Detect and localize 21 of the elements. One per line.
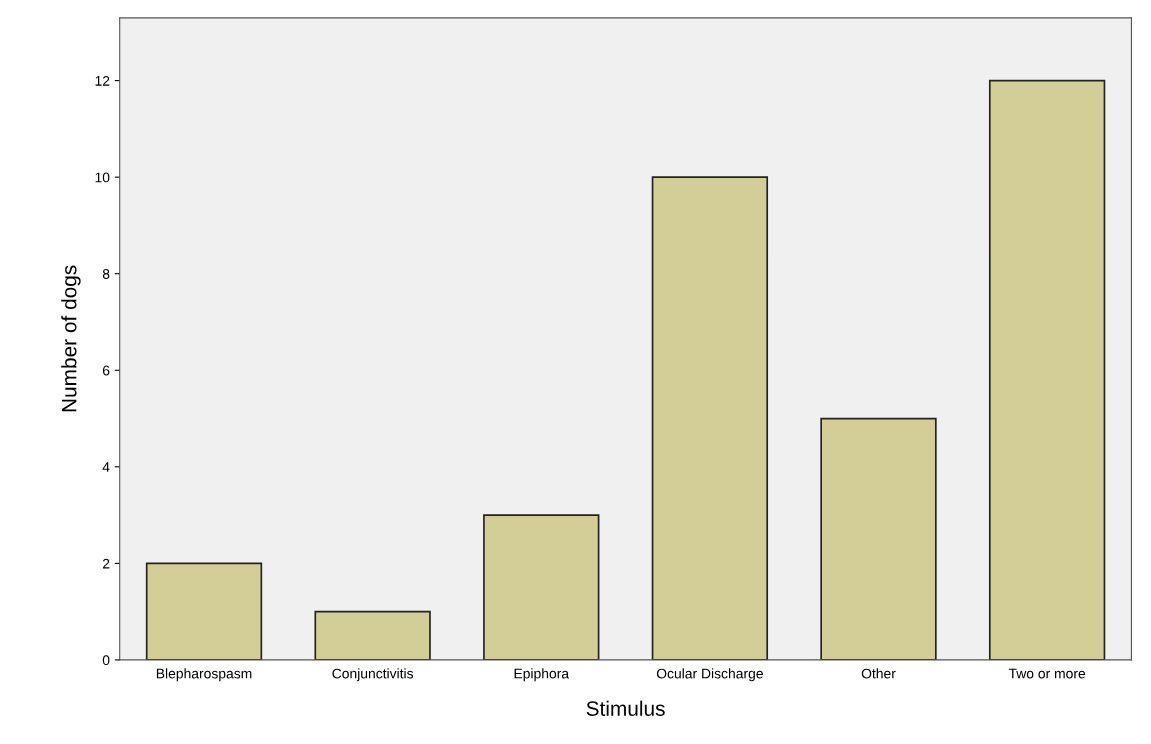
x-tick-label: Two or more	[1008, 668, 1086, 679]
bar	[145, 562, 263, 660]
bar	[483, 514, 600, 660]
y-axis-title: Number of dogs	[61, 265, 81, 412]
y-tick-label: 6	[102, 365, 110, 376]
bar	[820, 417, 937, 660]
x-tick-label: Other	[861, 668, 896, 679]
y-tick-label: 2	[102, 558, 110, 569]
y-tick-label: 0	[102, 655, 110, 666]
y-tick-label: 12	[95, 75, 110, 86]
y-tick-label: 10	[95, 172, 110, 183]
bar	[988, 79, 1106, 660]
x-tick-label: Conjunctivitis	[332, 668, 414, 682]
bar	[314, 610, 431, 660]
y-tick-label: 8	[102, 269, 110, 279]
x-tick-label: Blepharospasm	[156, 668, 252, 682]
y-tick-label: 4	[102, 462, 110, 472]
x-tick-label: Ocular Discharge	[656, 668, 763, 682]
x-axis-title: Stimulus	[586, 700, 665, 716]
x-tick-label: Epiphora	[514, 668, 570, 682]
bar	[651, 176, 769, 660]
